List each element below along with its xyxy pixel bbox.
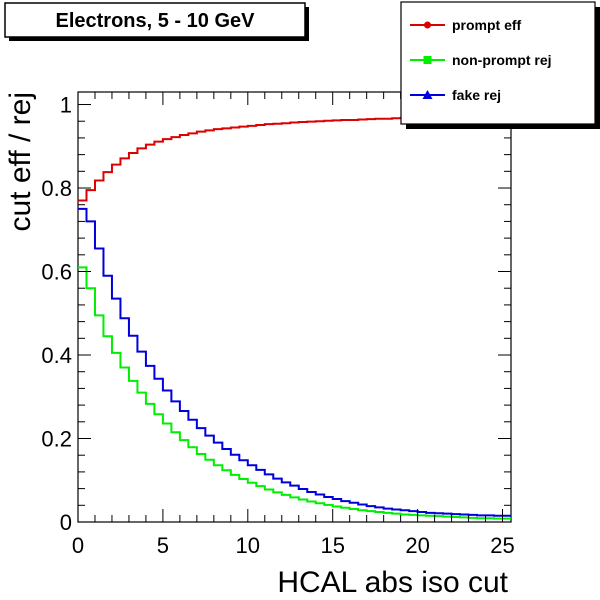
legend-marker-non-prompt-rej xyxy=(423,56,432,64)
x-tick-label: 0 xyxy=(72,533,84,558)
legend-label-non-prompt-rej: non-prompt rej xyxy=(452,52,552,68)
legend-label-fake-rej: fake rej xyxy=(452,87,501,103)
title-frame xyxy=(4,2,306,38)
chart-title: Electrons, 5 - 10 GeV xyxy=(56,10,256,32)
x-tick-label: 15 xyxy=(320,533,344,558)
y-axis-title: cut eff / rej xyxy=(4,92,37,232)
x-axis-title: HCAL abs iso cut xyxy=(277,566,508,599)
title-box: Electrons, 5 - 10 GeV xyxy=(4,2,309,41)
tick-layer: 0 5 10 15 20 25 0 0.2 0.4 0.6 0.8 1 xyxy=(41,92,515,558)
x-tick-label: 20 xyxy=(405,533,429,558)
y-tick-label: 1 xyxy=(60,93,72,118)
y-tick-label: 0.4 xyxy=(41,343,72,368)
legend-frame xyxy=(400,1,596,125)
y-tick-label: 0.8 xyxy=(41,176,72,201)
x-tick-label: 25 xyxy=(490,533,514,558)
legend-marker-prompt-eff xyxy=(424,21,431,29)
legend-entry-prompt-eff: prompt eff xyxy=(410,17,522,33)
y-tick-label: 0.2 xyxy=(41,427,72,452)
y-tick-label: 0 xyxy=(60,510,72,535)
y-tick-label: 0.6 xyxy=(41,260,72,285)
series-line-non-prompt-rej xyxy=(78,266,511,520)
legend-entry-fake-rej: fake rej xyxy=(410,87,501,103)
x-tick-label: 10 xyxy=(236,533,260,558)
plot-frame xyxy=(77,91,512,523)
legend: prompt eff non-prompt rej fake rej xyxy=(400,1,600,129)
legend-label-prompt-eff: prompt eff xyxy=(452,17,522,33)
x-tick-label: 5 xyxy=(157,533,169,558)
legend-entry-non-prompt-rej: non-prompt rej xyxy=(410,52,552,68)
legend-marker-fake-rej xyxy=(422,90,433,99)
series-line-fake-rej xyxy=(78,207,511,517)
